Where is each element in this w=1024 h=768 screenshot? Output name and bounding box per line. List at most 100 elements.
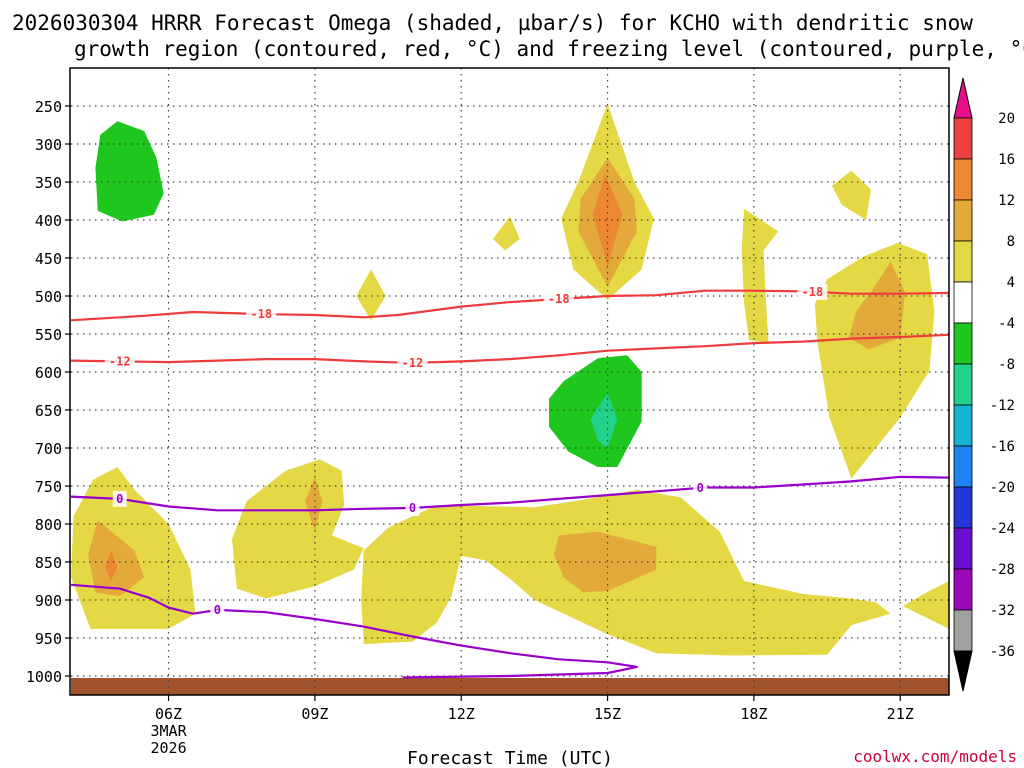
freezing-line-upper-label-bg [693,479,708,496]
omega-region-lower-left-yellow [71,467,196,629]
y-tick-label-450: 450 [35,250,62,268]
y-tick-label-950: 950 [35,630,62,648]
omega-region-1230z-weak-yellow [492,216,520,251]
x-tick-year: 2026 [150,739,186,757]
colorbar-bin--16 [953,404,973,447]
minus-18-line-label: -18 [802,285,824,299]
chart-title-line-2: growth region (contoured, red, °C) and f… [74,37,1024,61]
colorbar-bin--4 [953,281,973,324]
colorbar-label--32: -32 [990,603,1015,619]
colorbar-bin--8 [953,322,973,365]
colorbar-label-16: 16 [998,152,1015,168]
freezing-line-lower-label-bg [210,601,225,618]
y-tick-label-750: 750 [35,478,62,496]
omega-region-2030z-weak-yellow [831,170,871,220]
minus-18-line-label: -18 [250,307,272,321]
x-tick-label-12Z: 12Z [448,705,475,723]
minus-12-line-label-bg [397,354,428,371]
colorbar-label-12: 12 [998,193,1015,209]
colorbar-bin-8 [953,199,973,242]
x-tick-label-09Z: 09Z [301,705,328,723]
freezing-line-upper-label-bg [405,500,420,517]
colorbar-label--36: -36 [990,644,1015,660]
x-axis-label: Forecast Time (UTC) [407,748,613,768]
y-tick-label-350: 350 [35,174,62,192]
colorbar: 20 16 12 8 4 -4 -8 -12 -16 -20 -24 -28 -32 -36 [953,77,1015,692]
freezing-line-upper-label-bg [112,490,127,507]
x-tick-label-15Z: 15Z [594,705,621,723]
omega-shading [71,103,949,656]
minus-12-line-label: -12 [402,356,424,370]
y-tick-label-250: 250 [35,98,62,116]
omega-region-upper-left-green [95,121,164,222]
y-tick-label-400: 400 [35,212,62,230]
y-tick-label-900: 900 [35,592,62,610]
colorbar-label--12: -12 [990,398,1015,414]
y-tick-label-800: 800 [35,516,62,534]
minus-12-line-label-bg [104,353,135,370]
colorbar-bin-16 [953,117,973,160]
omega-region-lower-left-orange [105,550,118,581]
temperature-contours: -18 -18 -18 -12 -12 0 0 0 0 [70,283,950,679]
pressure-axis: 250 300 350 400 450 500 550 600 650 700 750 800 850 9… [26,98,71,686]
colorbar-bin--32 [953,568,973,611]
x-tick-date: 3MAR [150,722,187,740]
y-tick-label-850: 850 [35,554,62,572]
omega-region-15z-teal-core [590,393,618,448]
freezing-line-upper [70,475,950,512]
freezing-line-lower-label: 0 [214,603,221,617]
omega-region-09z-gold-spot [305,476,323,532]
omega-region-21z-gold-core [849,261,906,350]
colorbar-top-arrow [953,77,973,119]
omega-region-21z-yellow-region [814,242,935,479]
colorbar-bin--12 [953,363,973,406]
colorbar-label--4: -4 [998,316,1015,332]
colorbar-bin--28 [953,527,973,570]
freezing-line-upper-label: 0 [116,492,123,506]
freezing-line-upper-label: 0 [409,501,416,515]
credit-text: coolwx.com/models [853,747,1017,766]
y-tick-label-500: 500 [35,288,62,306]
omega-region-15z-green-region [549,355,642,467]
x-tick-label-21Z: 21Z [887,705,914,723]
chart-title-line-1: 2026030304 HRRR Forecast Omega (shaded, … [12,11,973,35]
colorbar-label-20: 20 [998,111,1015,127]
colorbar-label--16: -16 [990,439,1015,455]
colorbar-label--24: -24 [990,521,1015,537]
plot-frame [69,67,950,696]
y-tick-label-650: 650 [35,402,62,420]
colorbar-label--8: -8 [998,357,1015,373]
colorbar-bottom-arrow [953,650,973,692]
omega-region-18z-yellow-tongue [741,208,779,344]
y-tick-label-1000: 1000 [26,668,62,686]
minus-18-line-label-bg [543,291,574,308]
omega-region-2130z-right-yellow [902,581,949,629]
colorbar-bin--20 [953,445,973,488]
omega-region-10z-weak-yellow [356,269,386,321]
x-tick-label-18Z: 18Z [740,705,767,723]
minus-18-line-label-bg [246,306,277,323]
x-tick-label-06Z: 06Z [155,705,182,723]
minus-12-line-label: -12 [109,354,131,368]
colorbar-label--20: -20 [990,480,1015,496]
minus-12-line [70,333,950,364]
y-tick-label-600: 600 [35,364,62,382]
y-tick-label-550: 550 [35,326,62,344]
colorbar-bin-4 [953,240,973,283]
colorbar-bin--36 [953,609,973,652]
ground-surface [71,678,949,695]
omega-region-lower-left-gold [88,520,145,597]
colorbar-bin-12 [953,158,973,201]
colorbar-label-4: 4 [1007,275,1015,291]
minus-18-line-label: -18 [548,292,570,306]
omega-region-09z-yellow-region [232,459,364,599]
colorbar-bin--24 [953,486,973,529]
colorbar-label-8: 8 [1007,234,1015,250]
freezing-line-lower [70,583,638,679]
minus-18-line-label-bg [797,283,828,300]
y-tick-label-300: 300 [35,136,62,154]
colorbar-label--28: -28 [990,562,1015,578]
y-tick-label-700: 700 [35,440,62,458]
